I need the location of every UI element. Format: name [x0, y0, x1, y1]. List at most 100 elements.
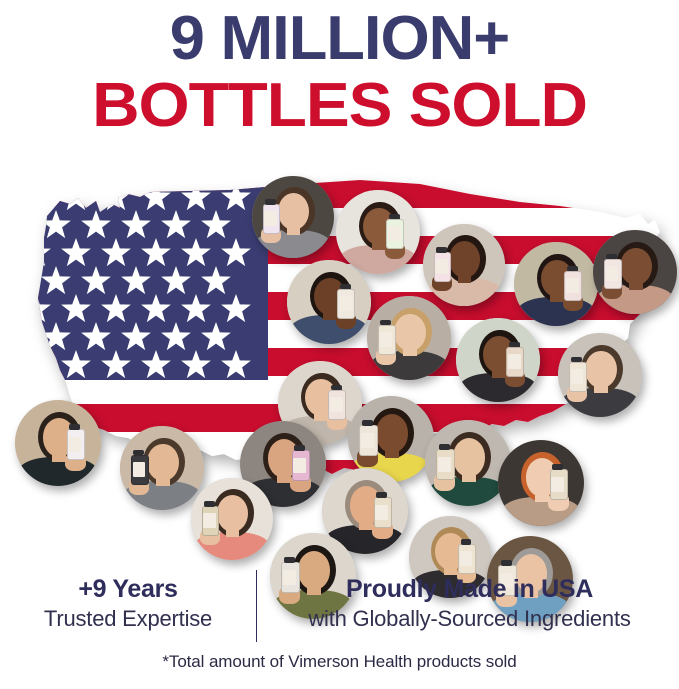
photo-neck [287, 225, 301, 236]
bottle-cap [265, 198, 276, 205]
photo-neck [156, 476, 170, 487]
photo-face [449, 241, 481, 279]
bottle-cap [133, 449, 145, 456]
photo-face [393, 313, 426, 352]
bottle-cap [376, 492, 388, 499]
photo-face [514, 554, 548, 593]
photo-neck [444, 565, 458, 576]
photo-neck [276, 472, 291, 483]
headline-line-1: 9 MILLION+ [169, 4, 510, 73]
bottle-cap [294, 445, 306, 452]
photo-face [619, 247, 652, 286]
testimonial-photo [270, 533, 356, 619]
testimonial-photo [287, 260, 371, 344]
testimonial-photo [456, 318, 540, 402]
bottle-cap [330, 384, 342, 391]
testimonial-photo [120, 426, 204, 510]
bottle-label [339, 296, 352, 312]
bottle-cap [552, 464, 564, 471]
photo-face [452, 438, 486, 477]
photo-neck [523, 587, 538, 598]
footnote: *Total amount of Vimerson Health product… [162, 652, 517, 671]
photo-neck [550, 292, 564, 303]
photo-face [375, 414, 409, 453]
headline-line-2: BOTTLES SOLD [92, 71, 588, 140]
bottle-cap [436, 246, 447, 253]
badge-usa-subtitle: with Globally-Sourced Ingredients [308, 606, 631, 631]
photo-neck [314, 411, 328, 422]
bottle-label [499, 572, 513, 589]
testimonial-photo [425, 420, 511, 506]
photo-neck [358, 519, 373, 530]
photo-neck [594, 383, 608, 394]
photo-neck [51, 451, 66, 462]
bottle-label [570, 369, 584, 385]
testimonial-photo [240, 421, 326, 507]
bottle-label [566, 278, 579, 294]
testimonial-photo [252, 176, 334, 258]
bottle-cap [283, 557, 295, 564]
bottle-cap [361, 420, 373, 427]
bottle-label [203, 513, 216, 528]
testimonial-photo [15, 400, 101, 486]
badge-years-subtitle: Trusted Expertise [43, 606, 213, 631]
bottle-label [68, 436, 82, 453]
bottle-cap [388, 213, 400, 220]
photo-face [146, 443, 179, 482]
badge-made-in-usa: Proudly Made in USA with Globally-Source… [260, 574, 679, 633]
badge-years: +9 Years Trusted Expertise [0, 574, 256, 633]
bottle-label [330, 397, 343, 413]
bottle-cap [339, 283, 351, 290]
photo-neck [492, 368, 506, 379]
photo-neck [629, 280, 643, 291]
badge-years-title: +9 Years [78, 575, 178, 603]
bottle-cap [460, 538, 472, 545]
bottle-label [435, 259, 448, 274]
bottle-cap [571, 356, 583, 363]
testimonial-photo [558, 333, 642, 417]
bottle-cap [508, 341, 520, 348]
photo-face [584, 350, 617, 389]
testimonial-photo [593, 230, 677, 314]
bottle-label [605, 266, 619, 282]
photo-neck [372, 240, 386, 251]
testimonial-photo [409, 516, 491, 598]
bottle-cap [69, 424, 81, 431]
photo-neck [534, 491, 549, 502]
bottle-label [379, 332, 393, 348]
photo-neck [384, 447, 399, 458]
photo-neck [323, 310, 337, 321]
testimonial-photo [367, 296, 451, 380]
bottle-label [388, 226, 401, 242]
badge-usa-title: Proudly Made in USA [345, 575, 594, 603]
bottle-label [293, 457, 307, 474]
photo-neck [306, 584, 321, 595]
bottle-cap [438, 444, 450, 451]
photo-neck [458, 273, 472, 284]
photo-neck [226, 527, 240, 538]
trust-badges: +9 Years Trusted Expertise Proudly Made … [0, 562, 679, 644]
usa-map-collage [0, 168, 679, 622]
bottle-label [437, 456, 451, 473]
bottle-label [375, 504, 389, 521]
bottle-cap [204, 500, 215, 507]
photo-face [297, 551, 331, 590]
bottle-label [264, 211, 277, 226]
photo-neck [461, 471, 476, 482]
bottle-label [282, 569, 296, 586]
photo-neck [403, 346, 417, 357]
testimonial-photo [487, 536, 573, 622]
photo-face [217, 495, 249, 533]
bottle-cap [380, 319, 392, 326]
photo-face [278, 193, 310, 231]
bottle-label [459, 551, 473, 566]
testimonial-photo [191, 478, 273, 560]
headline-block: 9 MILLION+ BOTTLES SOLD [0, 0, 679, 138]
testimonial-photo [498, 440, 584, 526]
bottle-cap [500, 560, 512, 567]
bottle-label [508, 354, 521, 370]
testimonial-photo [348, 396, 434, 482]
bottle-label [360, 432, 374, 449]
bottle-cap [566, 265, 578, 272]
